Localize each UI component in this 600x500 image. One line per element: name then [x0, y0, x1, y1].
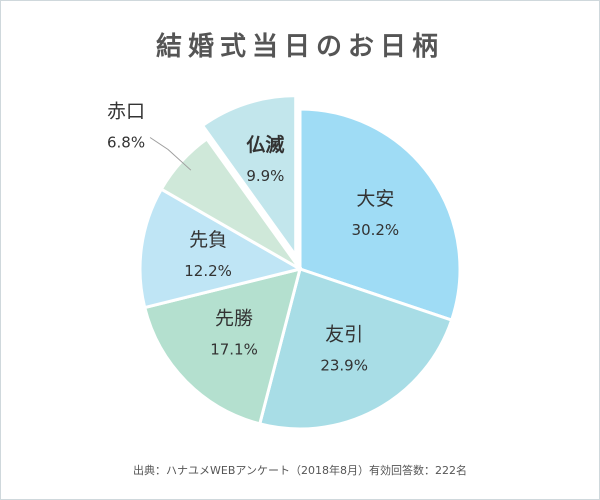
slice-label-4: 先負	[189, 229, 227, 251]
chart-title: 結婚式当日のお日柄	[155, 32, 444, 62]
slice-label-3: 先勝	[215, 307, 253, 329]
slice-label-2: 友引	[325, 324, 363, 346]
pie-slice-2	[257, 267, 454, 431]
slice-value-1: 30.2%	[352, 221, 400, 239]
pie-slice-3	[142, 266, 303, 426]
slice-value-4: 12.2%	[184, 262, 232, 280]
slice-label-5: 赤口	[107, 101, 145, 123]
pie-slice-4	[138, 187, 304, 310]
slice-value-2: 23.9%	[320, 357, 368, 375]
leader-line-5	[149, 137, 192, 171]
pie-slice-6	[200, 94, 298, 261]
slice-value-6: 9.9%	[246, 167, 284, 185]
slice-label-1: 大安	[356, 188, 394, 210]
slice-value-3: 17.1%	[210, 340, 258, 358]
pie-slice-1	[298, 107, 462, 322]
slice-label-6: 仏滅	[246, 133, 284, 156]
source-note: 出典：ハナユメWEBアンケート（2018年8月）有効回答数：222名	[133, 464, 467, 477]
slice-value-5: 6.8%	[107, 134, 145, 152]
